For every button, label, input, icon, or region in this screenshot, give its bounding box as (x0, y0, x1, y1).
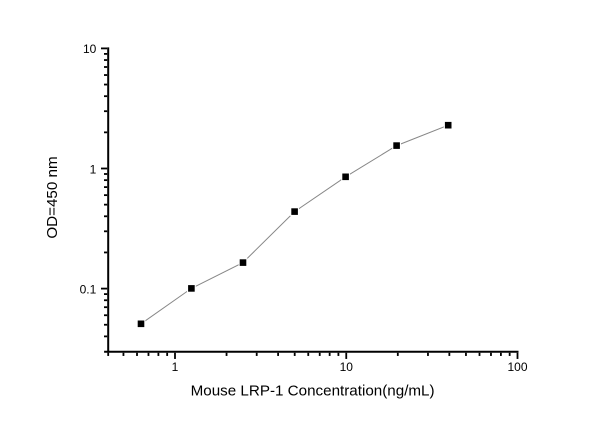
svg-text:Mouse LRP-1 Concentration(ng/m: Mouse LRP-1 Concentration(ng/mL) (191, 383, 435, 400)
svg-text:0.1: 0.1 (80, 282, 97, 296)
svg-text:10: 10 (83, 42, 97, 56)
svg-text:1: 1 (172, 360, 179, 374)
svg-text:10: 10 (340, 360, 354, 374)
svg-text:100: 100 (507, 360, 527, 374)
svg-text:1: 1 (90, 162, 97, 176)
svg-text:OD=450 nm: OD=450 nm (44, 156, 61, 238)
